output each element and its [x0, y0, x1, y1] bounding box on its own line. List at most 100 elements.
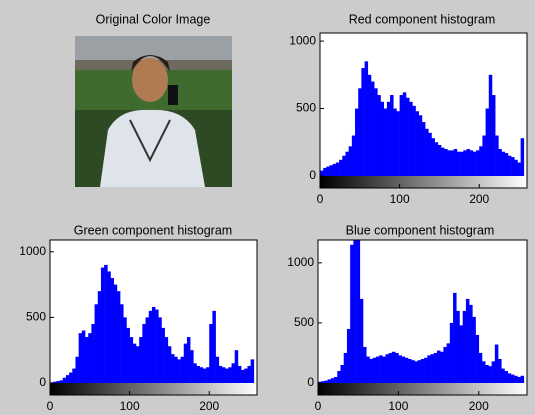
bar [222, 367, 225, 383]
bar [479, 353, 483, 383]
bar [69, 373, 72, 383]
bar [209, 324, 212, 383]
x-tick-label: 200 [469, 399, 489, 413]
bar [360, 299, 364, 383]
x-tick-label: 100 [120, 399, 140, 413]
bar [470, 150, 473, 176]
bar [85, 337, 88, 383]
bar [336, 163, 339, 176]
bar [350, 245, 354, 383]
bar [82, 331, 85, 383]
bar [357, 239, 361, 383]
bar [447, 150, 450, 176]
bar [511, 157, 514, 176]
bar [456, 311, 460, 383]
bar [342, 156, 345, 176]
bar [435, 142, 438, 176]
bar [386, 354, 390, 383]
bar [225, 369, 228, 383]
bar [443, 347, 447, 383]
bar [396, 111, 399, 176]
bar [373, 358, 377, 383]
bar [232, 363, 235, 383]
bar [171, 354, 174, 383]
bar [489, 75, 492, 176]
bar [451, 150, 454, 176]
bar [517, 163, 520, 176]
bar [454, 149, 457, 176]
bar [418, 360, 422, 383]
bar [101, 268, 104, 383]
bar [149, 311, 152, 383]
panel-title: Original Color Image [96, 12, 211, 26]
bar [353, 239, 357, 383]
bar [120, 304, 123, 383]
bar [419, 115, 422, 176]
bar [447, 343, 451, 383]
bar [482, 136, 485, 176]
figure: Original Color Image Red component histog… [0, 0, 535, 415]
bar [409, 102, 412, 176]
bar [476, 335, 480, 383]
x-tick-label: 100 [388, 399, 408, 413]
bar [382, 357, 386, 383]
bar [104, 265, 107, 383]
bar [95, 304, 98, 383]
bar [56, 381, 59, 383]
bar [502, 152, 505, 176]
bar [466, 149, 469, 176]
bar [390, 95, 393, 176]
bar [238, 366, 241, 383]
bar [411, 360, 415, 383]
bar [323, 168, 326, 176]
bar [466, 299, 470, 383]
bar [514, 160, 517, 176]
bar [504, 371, 508, 383]
y-tick-label: 0 [309, 168, 316, 182]
bar [146, 317, 149, 383]
panel-title: Green component histogram [74, 223, 232, 237]
bar [352, 136, 355, 176]
y-tick-label: 0 [39, 375, 46, 389]
x-tick-label: 0 [317, 192, 324, 206]
x-tick-label: 200 [469, 192, 489, 206]
bar [168, 346, 171, 383]
bar [412, 106, 415, 176]
bar [193, 363, 196, 383]
bar [444, 149, 447, 176]
bar [155, 310, 158, 383]
x-tick-label: 0 [47, 399, 54, 413]
bar [457, 152, 460, 176]
bar [328, 379, 332, 383]
bar [117, 291, 120, 383]
bar [130, 337, 133, 383]
bar [366, 357, 370, 383]
bar [453, 293, 457, 383]
bar [406, 98, 409, 176]
bar [190, 350, 193, 383]
panel-title: Red component histogram [349, 12, 496, 26]
y-tick-label: 1000 [19, 244, 46, 258]
bar [187, 337, 190, 383]
bar [355, 109, 358, 176]
bar [365, 61, 368, 176]
colorbar [50, 383, 257, 395]
bar [339, 160, 342, 176]
bar [181, 357, 184, 383]
bar [349, 146, 352, 176]
bar [440, 352, 444, 383]
bar [203, 369, 206, 383]
bar [517, 377, 521, 383]
bar [434, 353, 438, 383]
bar [341, 365, 345, 383]
bar [88, 333, 91, 383]
bar [91, 324, 94, 383]
bar [241, 370, 244, 383]
bar [368, 75, 371, 176]
bar [424, 358, 428, 383]
bar [450, 323, 454, 383]
bar [174, 357, 177, 383]
bar [428, 133, 431, 176]
bar [505, 153, 508, 176]
bar [114, 285, 117, 383]
